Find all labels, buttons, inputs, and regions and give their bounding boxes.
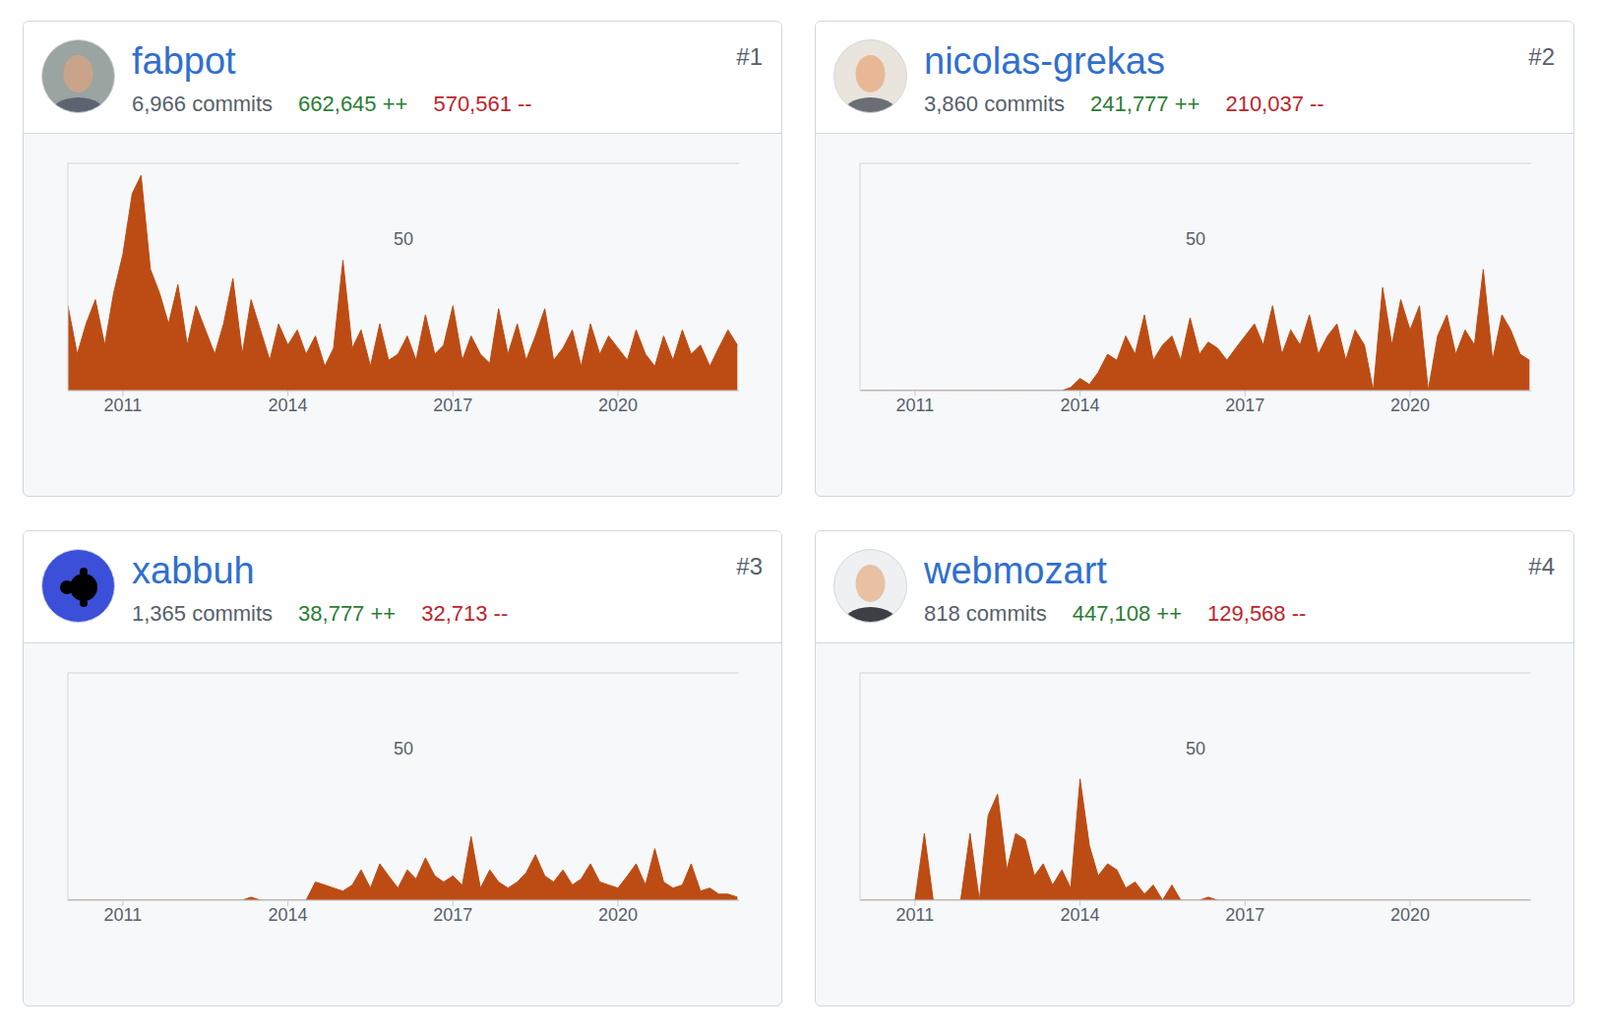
- html-text:xabbuh: xabbuh: [131, 550, 255, 592]
- svg-text:2014: 2014: [268, 905, 308, 925]
- svg-text:2017: 2017: [432, 905, 473, 925]
- html-text:nicolas-grekas: nicolas-grekas: [923, 40, 1166, 82]
- svg-text:2014: 2014: [1060, 905, 1101, 925]
- html-text:6,966 commits: 6,966 commits: [131, 91, 273, 117]
- html-text:3,860 commits: 3,860 commits: [923, 91, 1065, 117]
- html-text:1,365 commits: 1,365 commits: [131, 601, 273, 626]
- svg-text:50: 50: [393, 738, 414, 759]
- svg-text:2020: 2020: [1390, 905, 1430, 925]
- html-text:#1: #1: [736, 43, 763, 70]
- svg-text:2020: 2020: [1390, 395, 1430, 416]
- svg-text:2014: 2014: [1060, 395, 1101, 416]
- html-text:webmozart: webmozart: [923, 550, 1107, 592]
- svg-text:2011: 2011: [896, 395, 935, 416]
- svg-text:2011: 2011: [104, 395, 143, 416]
- html-text:818 commits: 818 commits: [923, 601, 1047, 626]
- html-text:241,777 ++: 241,777 ++: [1090, 91, 1200, 117]
- svg-text:50: 50: [1185, 229, 1206, 249]
- html-text:#2: #2: [1528, 43, 1555, 70]
- html-text:38,777 ++: 38,777 ++: [298, 601, 396, 626]
- html-text:210,037 --: 210,037 --: [1225, 91, 1325, 117]
- svg-text:2020: 2020: [598, 905, 638, 925]
- html-text:fabpot: fabpot: [131, 40, 236, 82]
- svg-text:2014: 2014: [268, 395, 308, 416]
- html-text:570,561 --: 570,561 --: [433, 91, 533, 117]
- svg-text:50: 50: [393, 229, 414, 249]
- svg-text:2017: 2017: [1225, 905, 1265, 925]
- svg-text:2020: 2020: [598, 395, 638, 416]
- svg-text:2017: 2017: [432, 395, 473, 416]
- html-text:#4: #4: [1528, 553, 1555, 580]
- svg-text:2011: 2011: [896, 905, 935, 925]
- html-text:129,568 --: 129,568 --: [1207, 601, 1307, 626]
- html-text:662,645 ++: 662,645 ++: [298, 91, 408, 117]
- html-text:32,713 --: 32,713 --: [421, 601, 508, 626]
- html-text:447,108 ++: 447,108 ++: [1072, 601, 1182, 626]
- svg-text:2011: 2011: [104, 905, 143, 925]
- svg-text:50: 50: [1185, 738, 1206, 759]
- svg-text:2017: 2017: [1225, 395, 1265, 416]
- html-text:#3: #3: [736, 553, 763, 580]
